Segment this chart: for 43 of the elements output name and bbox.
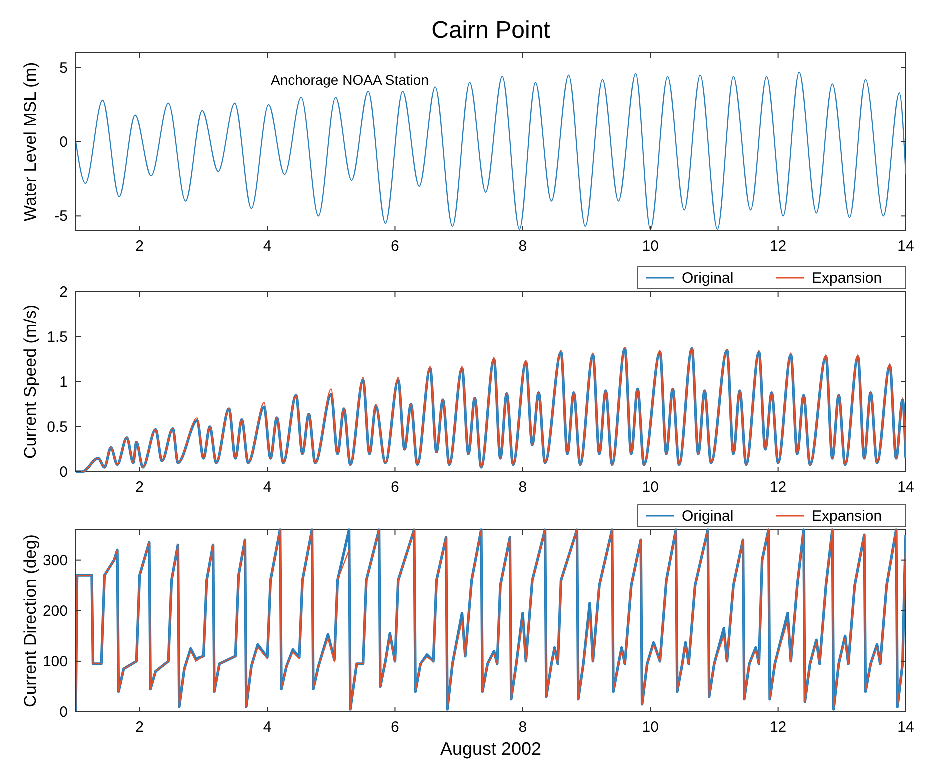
x-tick-label: 4	[263, 719, 272, 736]
y-tick-label: 300	[42, 552, 68, 570]
x-tick-label: 14	[898, 479, 914, 496]
x-tick-label: 12	[770, 719, 787, 736]
x-tick-label: 2	[136, 238, 144, 255]
x-axis-title: August 2002	[440, 739, 542, 759]
legend-label: Original	[682, 270, 734, 287]
y-axis-title: Water Level MSL (m)	[21, 62, 40, 222]
x-tick-label: 14	[898, 719, 914, 736]
legend-label: Expansion	[812, 508, 882, 525]
y-tick-label: 200	[42, 602, 68, 620]
x-tick-label: 8	[518, 238, 528, 255]
x-tick-label: 10	[642, 719, 659, 736]
y-tick-label: 100	[42, 653, 68, 670]
annotation: Anchorage NOAA Station	[271, 72, 429, 88]
y-tick-label: 0.5	[47, 419, 68, 436]
x-tick-label: 4	[263, 479, 272, 496]
y-tick-label: 0	[60, 464, 68, 481]
x-tick-label: 2	[136, 719, 144, 736]
y-tick-label: 0	[60, 704, 68, 721]
y-tick-label: -5	[54, 208, 68, 226]
legend-label: Expansion	[812, 270, 882, 287]
y-tick-label: 0	[60, 134, 68, 151]
y-axis-title: Current Direction (deg)	[21, 534, 40, 708]
y-tick-label: 5	[60, 60, 68, 77]
x-tick-label: 10	[642, 238, 659, 255]
x-tick-label: 8	[518, 719, 528, 736]
x-tick-label: 14	[898, 238, 914, 255]
x-tick-label: 4	[263, 238, 272, 255]
x-tick-label: 10	[642, 479, 659, 496]
x-tick-label: 6	[391, 479, 400, 496]
y-tick-label: 2	[60, 284, 68, 301]
x-tick-label: 6	[391, 719, 400, 736]
x-tick-label: 12	[770, 479, 787, 496]
chart-title: Cairn Point	[432, 17, 551, 44]
y-axis-title: Current Speed (m/s)	[21, 305, 40, 459]
x-tick-label: 2	[136, 479, 144, 496]
y-tick-label: 1.5	[47, 329, 68, 346]
legend-label: Original	[682, 508, 734, 525]
x-tick-label: 6	[391, 238, 400, 255]
y-tick-label: 1	[60, 374, 68, 391]
x-tick-label: 8	[518, 479, 528, 496]
x-tick-label: 12	[770, 238, 787, 255]
